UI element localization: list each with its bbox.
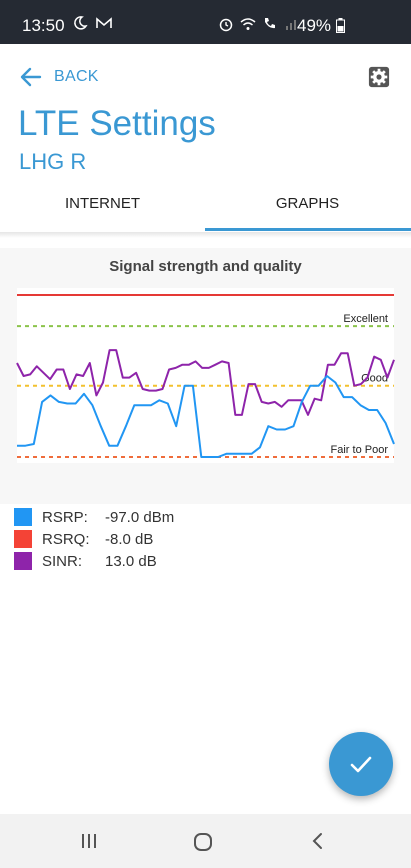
alarm-icon (219, 18, 233, 32)
series-line-rsrp (17, 375, 395, 458)
legend-item-sinr: SINR: 13.0 dB (14, 550, 314, 572)
legend-item-rsrp: RSRP: -97.0 dBm (14, 506, 314, 528)
signal-icon (285, 20, 296, 31)
series-line-sinr (16, 349, 395, 416)
mail-icon (96, 17, 113, 28)
wifi-call-icon (265, 18, 276, 29)
gear-icon[interactable] (368, 66, 390, 88)
legend-label-rsrq: RSRQ: (42, 531, 90, 548)
legend-value-rsrq: -8.0 dB (105, 531, 154, 548)
legend-value-sinr: 13.0 dB (105, 553, 157, 570)
legend-label-rsrp: RSRP: (42, 509, 88, 526)
status-left-icons (72, 14, 113, 32)
confirm-button[interactable] (329, 732, 393, 796)
legend-swatch-sinr (14, 552, 32, 570)
tab-bar: INTERNET GRAPHS (0, 184, 411, 232)
status-right-icons (218, 15, 299, 32)
legend-swatch-rsrq (14, 530, 32, 548)
chart-legend: RSRP: -97.0 dBm RSRQ: -8.0 dB SINR: 13.0… (14, 506, 314, 572)
check-icon (350, 756, 372, 773)
page-title: LTE Settings (18, 104, 216, 143)
home-icon[interactable] (193, 832, 213, 852)
back-arrow-icon (20, 67, 42, 87)
chart-title: Signal strength and quality (109, 258, 302, 275)
wifi-icon (240, 18, 256, 31)
legend-swatch-rsrp (14, 508, 32, 526)
reference-label-excellent: Excellent (343, 313, 388, 325)
active-tab-indicator (205, 228, 411, 231)
moon-icon (74, 15, 88, 30)
app-header: BACK LTE Settings LHG R (0, 44, 411, 232)
recents-icon[interactable] (80, 832, 98, 850)
plot-area (17, 288, 394, 463)
legend-item-rsrq: RSRQ: -8.0 dB (14, 528, 314, 550)
status-time: 13:50 (22, 16, 65, 35)
tab-internet[interactable]: INTERNET (65, 195, 140, 212)
back-label: BACK (54, 68, 99, 85)
reference-label-fair-to-poor: Fair to Poor (331, 444, 389, 456)
battery-status: 49% (297, 16, 345, 36)
tab-graphs[interactable]: GRAPHS (275, 195, 340, 212)
legend-label-sinr: SINR: (42, 553, 83, 570)
back-nav-icon[interactable] (310, 832, 324, 850)
battery-percent: 49% (297, 16, 332, 35)
system-nav-bar (0, 814, 411, 868)
tab-shadow (0, 232, 411, 238)
battery-icon (335, 18, 345, 33)
signal-chart: Excellent Good Fair to Poor Signal strengt… (0, 248, 411, 504)
back-button[interactable]: BACK (20, 66, 99, 88)
page-subtitle: LHG R (19, 149, 87, 174)
status-bar: 13:50 49% (0, 0, 411, 44)
legend-value-rsrp: -97.0 dBm (105, 509, 175, 526)
